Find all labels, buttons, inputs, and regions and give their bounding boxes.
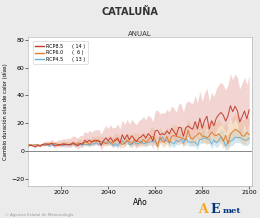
Title: ANUAL: ANUAL	[128, 31, 152, 37]
Legend: RCP8.5      ( 14 ), RCP6.0      (  6 ), RCP4.5      ( 13 ): RCP8.5 ( 14 ), RCP6.0 ( 6 ), RCP4.5 ( 13…	[33, 41, 88, 65]
X-axis label: Año: Año	[133, 198, 147, 206]
Text: met: met	[222, 207, 241, 215]
Y-axis label: Cambio duración olas de calor (días): Cambio duración olas de calor (días)	[3, 63, 8, 160]
Text: E: E	[211, 203, 220, 216]
Text: A: A	[198, 203, 207, 216]
Text: © Agencia Estatal de Meteorología: © Agencia Estatal de Meteorología	[5, 213, 74, 217]
Text: CATALUÑA: CATALUÑA	[102, 7, 158, 17]
